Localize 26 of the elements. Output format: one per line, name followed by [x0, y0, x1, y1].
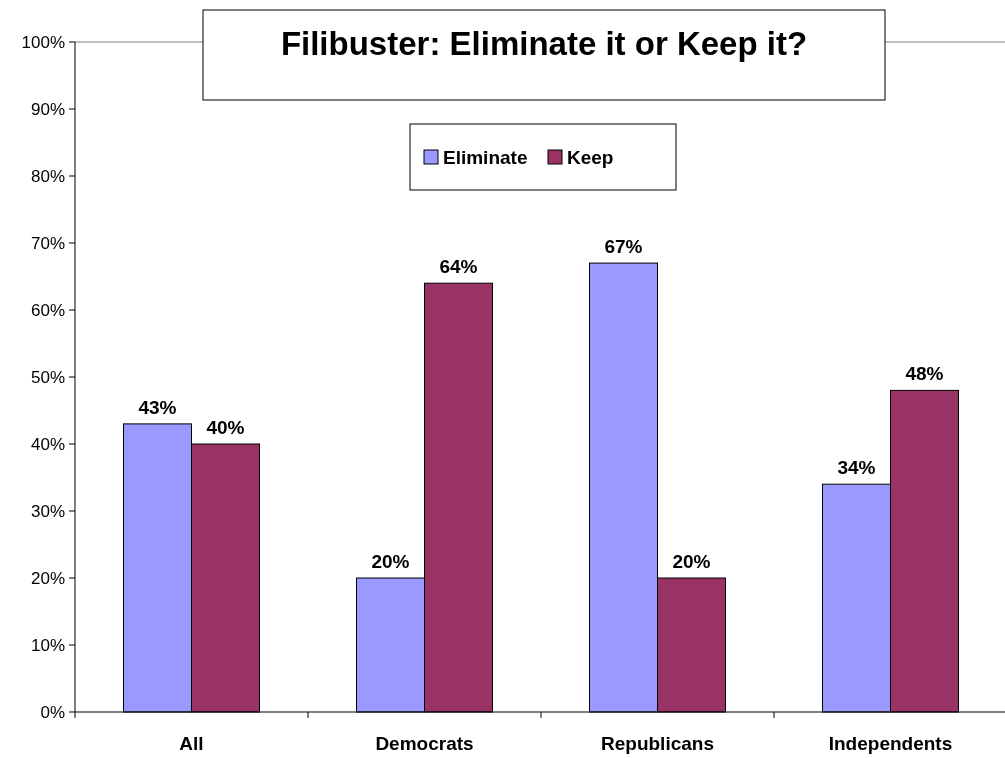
y-tick-label: 10% — [30, 635, 65, 655]
y-tick-label: 0% — [40, 702, 65, 722]
y-tick-label: 20% — [30, 568, 65, 588]
y-tick-label: 100% — [21, 32, 65, 52]
text: 34% — [837, 457, 876, 479]
y-tick-label: 60% — [30, 300, 65, 320]
y-tick-label: 50% — [30, 367, 65, 387]
text: 67% — [604, 236, 643, 258]
y-tick-label: 30% — [30, 501, 65, 521]
text: 40% — [206, 417, 245, 438]
x-tick-label: Republicans — [601, 733, 714, 754]
chart-title: Filibuster: Eliminate it or Keep it? — [280, 25, 808, 62]
text: 20% — [672, 551, 711, 572]
legend-label: Keep — [567, 147, 614, 168]
x-tick-label: All — [179, 733, 204, 754]
y-tick-label: 80% — [30, 166, 65, 186]
x-tick-label: Democrats — [375, 733, 474, 754]
y-tick-label: 40% — [30, 434, 65, 454]
text: 20% — [371, 551, 410, 572]
text: 43% — [138, 396, 177, 418]
x-tick-label: Independents — [828, 733, 953, 754]
text: 64% — [439, 256, 478, 278]
y-tick-label: 70% — [30, 233, 65, 253]
y-tick-label: 90% — [30, 99, 65, 119]
text: 48% — [905, 363, 944, 385]
legend-label: Eliminate — [443, 147, 528, 168]
